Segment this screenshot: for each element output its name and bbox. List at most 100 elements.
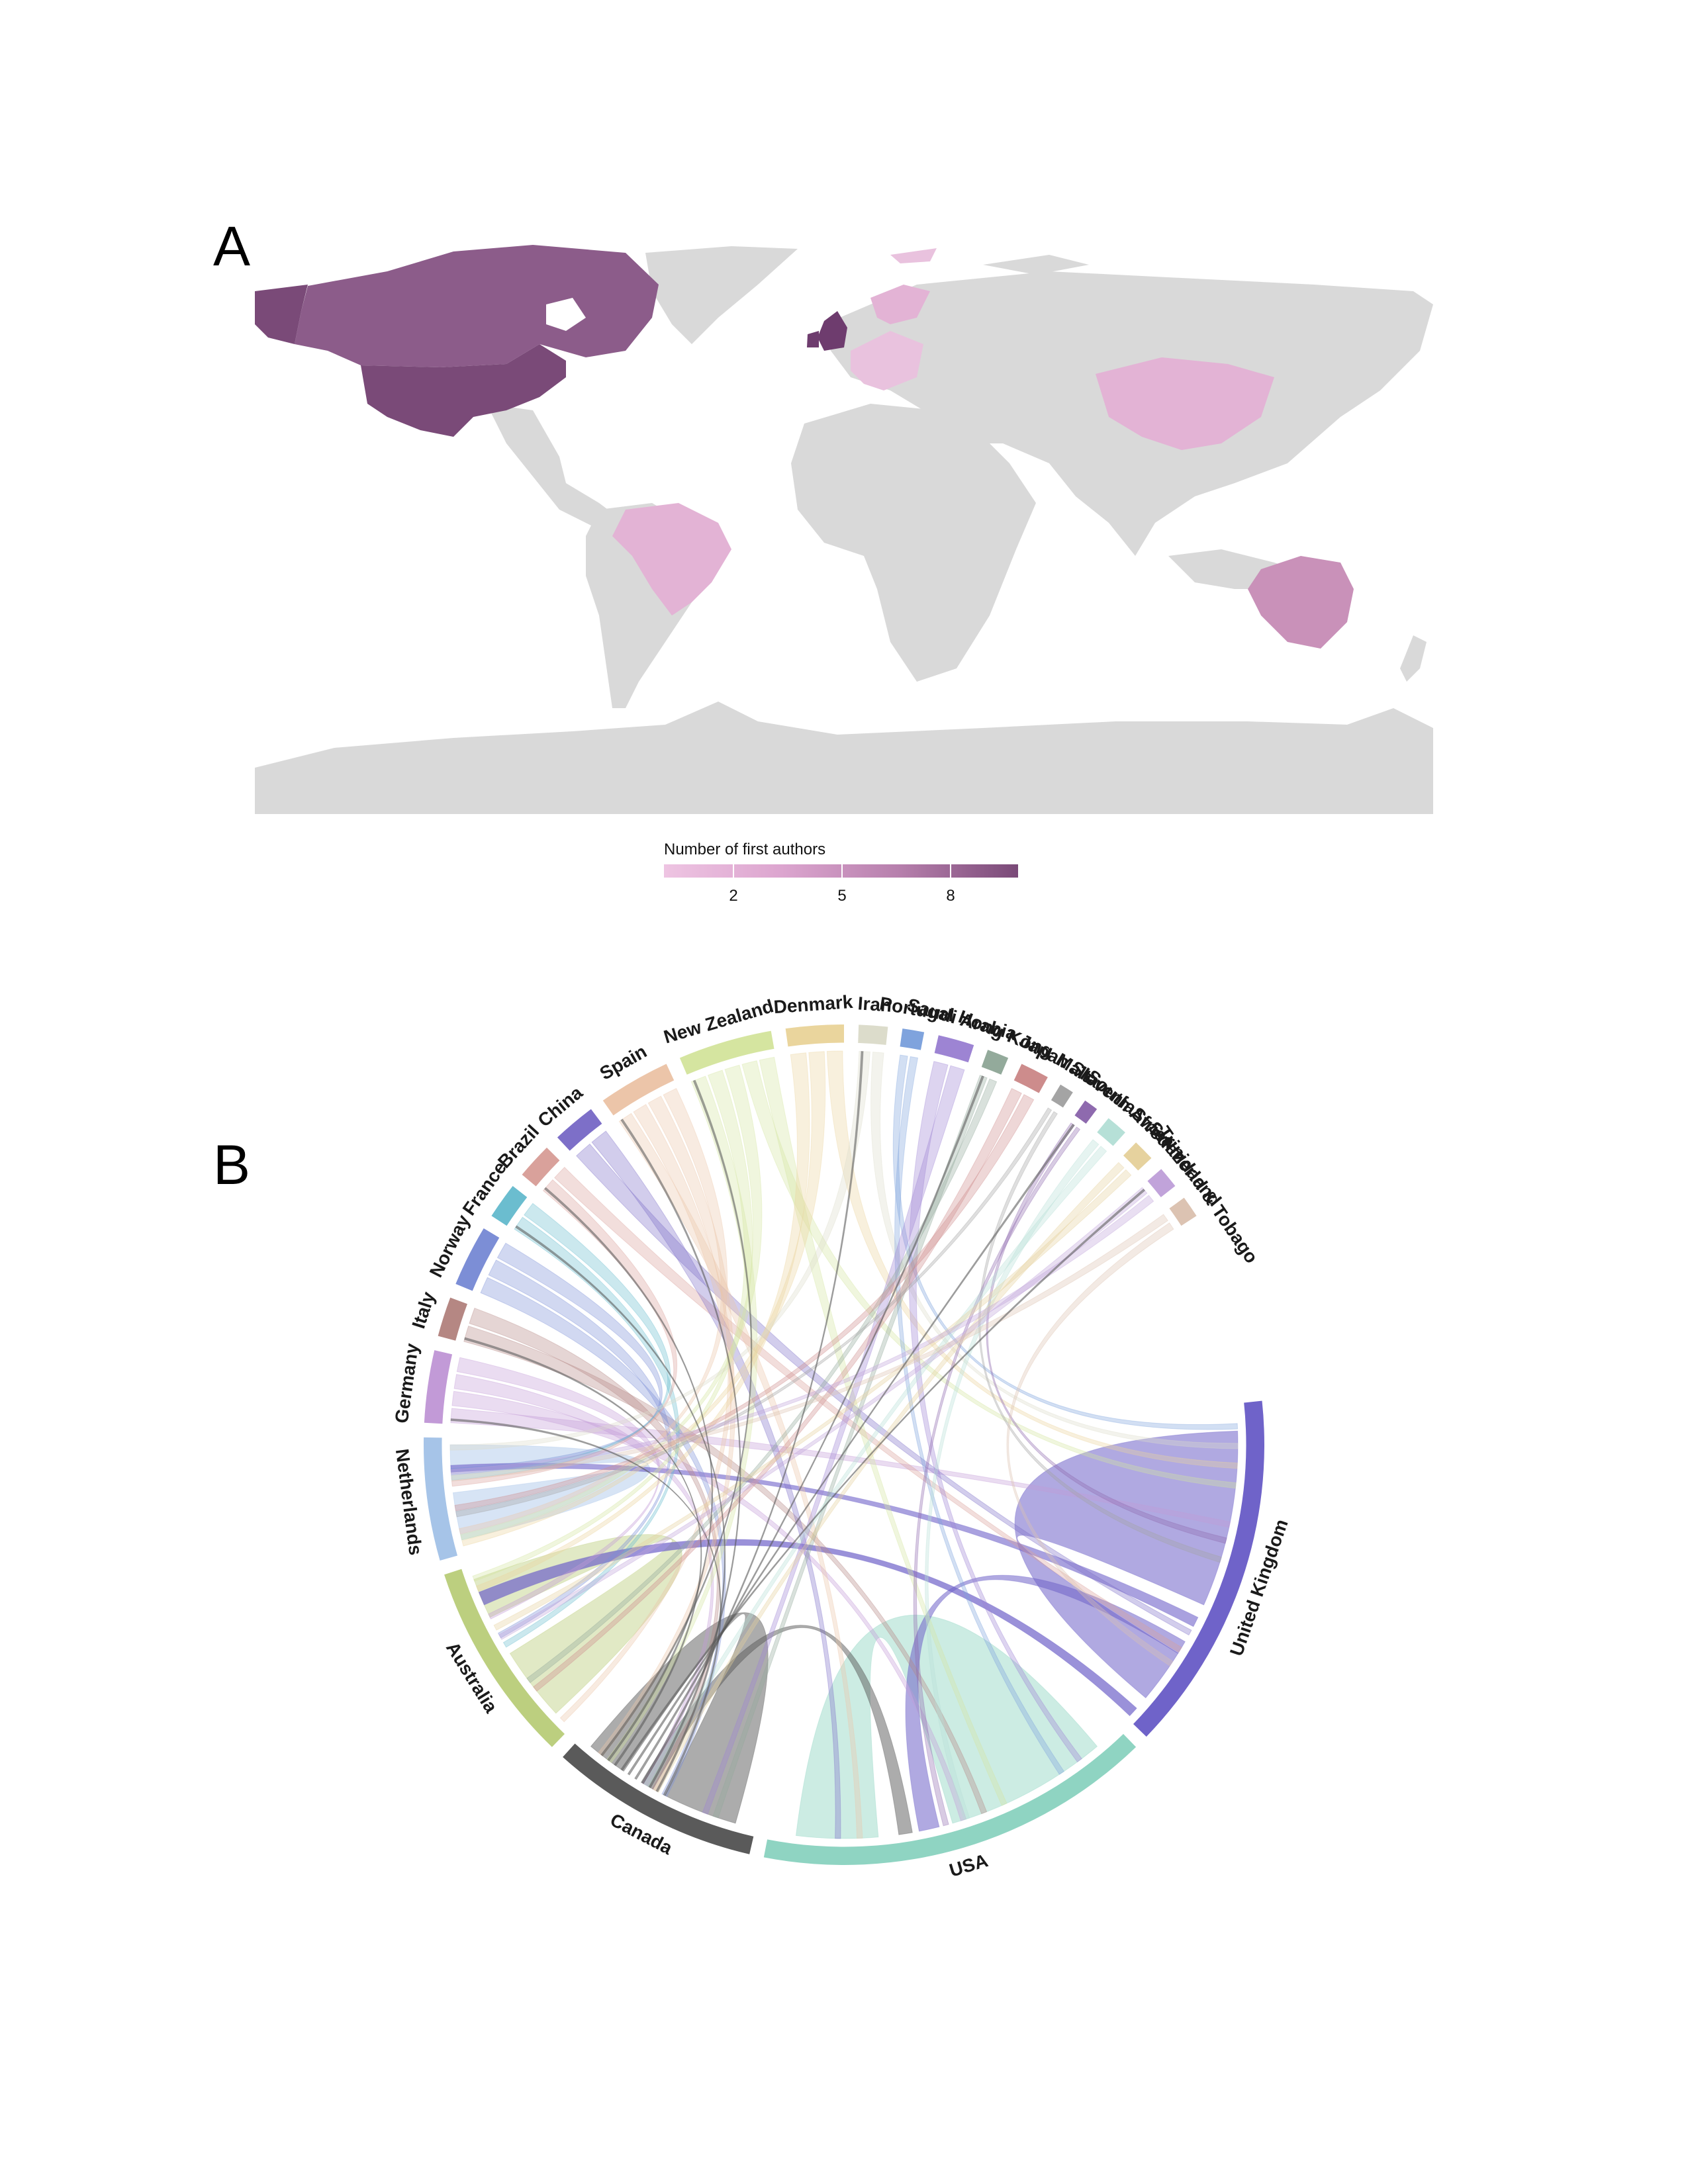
chord-sector-united-kingdom <box>1133 1400 1264 1737</box>
chord-ribbon <box>925 1139 1100 1821</box>
chord-label: Germany <box>391 1342 423 1424</box>
chord-ribbon <box>463 1325 988 1815</box>
region-arctic-islands <box>983 255 1089 275</box>
legend-tick-mark <box>841 864 843 878</box>
chord-sector-saudi-arabia <box>934 1035 974 1063</box>
chord-sector-slovenia <box>1074 1100 1098 1124</box>
chord-ribbon <box>591 1130 841 1839</box>
legend-tick-label: 5 <box>837 887 847 905</box>
chord-ribbon-canada-line <box>620 1188 1146 1771</box>
chord-sector-iran <box>858 1024 888 1045</box>
chord-ribbon <box>498 1187 1148 1640</box>
chord-sector-malta <box>1051 1084 1073 1108</box>
chord-ribbon <box>759 1056 1008 1806</box>
chord-ribbon <box>826 1050 1238 1469</box>
chord-ribbon <box>618 1113 863 1839</box>
chord-ribbon <box>913 1126 1081 1827</box>
chord-sector-australia <box>444 1569 565 1747</box>
chord-sector-sweden <box>1123 1142 1152 1171</box>
chord-ribbon <box>453 1374 714 1787</box>
chord-ribbon <box>554 1167 1182 1653</box>
region-africa <box>791 404 1036 682</box>
chord-ribbon <box>450 1195 1154 1476</box>
chord-ribbon <box>1006 1222 1174 1666</box>
chord-sector-trinidad-tobago <box>1169 1197 1197 1226</box>
chord-sector-hong-kong <box>981 1050 1009 1075</box>
chord-ribbon <box>488 1259 672 1639</box>
chord-sector-netherlands <box>424 1437 458 1561</box>
legend-tick-mark <box>733 864 734 878</box>
region-greenland <box>645 246 798 344</box>
chord-sector-norway <box>455 1228 500 1291</box>
legend-tick-mark <box>950 864 951 878</box>
chord-ribbon <box>712 1074 988 1819</box>
chord-ribbon <box>451 1179 678 1487</box>
region-china <box>1096 357 1274 450</box>
legend-title: Number of first authors <box>664 841 826 858</box>
chord-ribbon <box>449 1050 870 1451</box>
region-ireland <box>807 331 819 347</box>
chord-sectors <box>424 1024 1264 1865</box>
region-europe <box>851 331 923 390</box>
region-australia <box>1248 556 1354 649</box>
chord-ribbon <box>702 1065 965 1815</box>
world-map <box>255 245 1433 814</box>
chord-ribbon <box>978 1111 1222 1563</box>
chord-ribbon-canada-line <box>543 1187 713 1762</box>
region-scandinavia <box>870 285 930 324</box>
region-alaska <box>255 285 308 344</box>
chord-label: Italy <box>408 1289 439 1331</box>
region-usa <box>361 344 566 437</box>
chord-ribbon <box>892 1054 1239 1430</box>
chord-ribbon <box>908 1061 1082 1762</box>
chord-sector-france <box>491 1186 528 1226</box>
chord-ribbon <box>476 1052 810 1592</box>
chord-sector-brazil <box>522 1147 560 1187</box>
map-regions-highlighted <box>255 245 1354 649</box>
chord-ribbon-uk-australia <box>478 1539 1137 1717</box>
chord-ribbon-canada-line <box>464 1337 702 1766</box>
chord-ribbon <box>741 1060 1237 1489</box>
chord-ribbon-canada-usa <box>640 1625 913 1835</box>
chord-sector-canada <box>563 1743 754 1854</box>
chord-sector-denmark <box>785 1024 844 1047</box>
chord-ribbon <box>526 1078 998 1684</box>
chord-ribbon <box>450 1242 663 1475</box>
chord-label: Denmark <box>773 991 854 1017</box>
chord-sector-italy <box>438 1297 467 1341</box>
chord-ribbon <box>460 1064 763 1541</box>
legend-tick-label: 2 <box>729 887 738 905</box>
chord-sector-china <box>557 1109 602 1151</box>
region-nz <box>1400 635 1427 682</box>
chord-sector-japan <box>1013 1064 1048 1093</box>
chord-ribbon <box>459 1087 728 1535</box>
chord-ribbon-canada-line <box>600 1079 753 1756</box>
chord-ribbon-canada-line <box>450 1418 722 1796</box>
chord-sector-germany <box>424 1350 453 1424</box>
chord-ribbon <box>461 1051 826 1547</box>
chord-ribbon <box>451 1203 671 1480</box>
chord-sector-usa <box>763 1733 1137 1865</box>
chord-label: Iran <box>857 993 892 1016</box>
chord-sector-portugal <box>900 1028 925 1050</box>
map-legend: Number of first authors 2 5 8 <box>664 841 1035 905</box>
chord-sector-south-africa <box>1097 1118 1125 1146</box>
chord-ribbons <box>449 1050 1239 1839</box>
chord-ribbon <box>986 1122 1227 1544</box>
chord-label: Netherlands <box>392 1447 426 1556</box>
panel-b-label: B <box>213 1134 251 1196</box>
chord-ribbon <box>870 1052 1239 1449</box>
chord-ribbon-canada <box>590 1612 769 1824</box>
region-antarctica <box>255 702 1433 814</box>
chord-ribbon <box>502 1216 680 1648</box>
panel-a-label: A <box>213 215 251 277</box>
chord-ribbon <box>456 1357 661 1619</box>
chord-ribbon <box>472 1069 753 1582</box>
chord-ribbon <box>533 1087 1022 1692</box>
region-uk <box>818 311 847 351</box>
chord-ribbon <box>469 1307 720 1792</box>
chord-sector-new-zealand <box>679 1030 774 1075</box>
chord-ribbon-uk-netherlands <box>450 1463 1199 1627</box>
chord-label: USA <box>947 1850 990 1881</box>
